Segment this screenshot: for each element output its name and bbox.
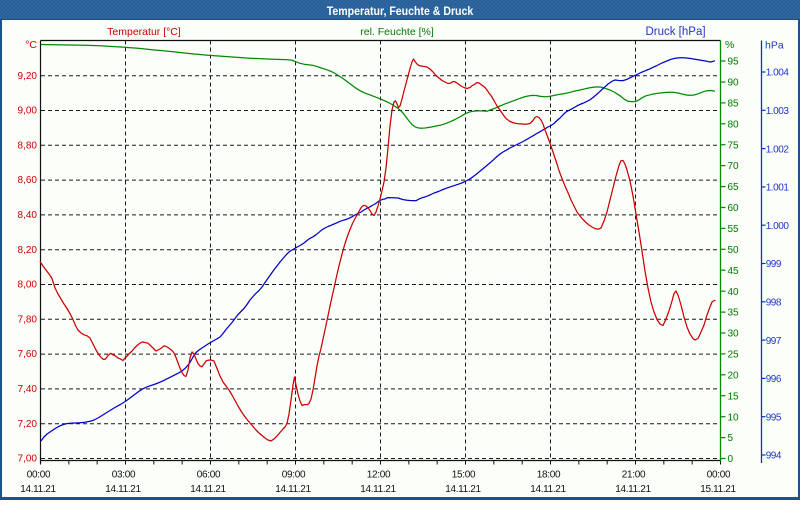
svg-text:1.004: 1.004 bbox=[766, 68, 790, 79]
svg-text:14.11.21: 14.11.21 bbox=[20, 484, 56, 495]
svg-text:06:00: 06:00 bbox=[197, 470, 221, 481]
svg-text:35: 35 bbox=[728, 308, 740, 319]
svg-text:994: 994 bbox=[766, 451, 782, 462]
svg-text:0: 0 bbox=[728, 454, 734, 465]
svg-text:7,40: 7,40 bbox=[18, 384, 38, 395]
svg-text:14.11.21: 14.11.21 bbox=[615, 484, 651, 495]
svg-text:7,00: 7,00 bbox=[18, 454, 38, 465]
svg-text:14.11.21: 14.11.21 bbox=[530, 484, 566, 495]
svg-text:15: 15 bbox=[728, 391, 740, 402]
svg-text:10: 10 bbox=[728, 412, 740, 423]
svg-text:997: 997 bbox=[766, 336, 782, 347]
svg-text:00:00: 00:00 bbox=[27, 470, 51, 481]
svg-text:rel. Feuchte [%]: rel. Feuchte [%] bbox=[360, 26, 434, 38]
svg-text:8,00: 8,00 bbox=[18, 280, 38, 291]
svg-text:8,20: 8,20 bbox=[18, 245, 38, 256]
svg-text:15.11.21: 15.11.21 bbox=[700, 484, 736, 495]
svg-text:30: 30 bbox=[728, 329, 740, 340]
svg-text:14.11.21: 14.11.21 bbox=[445, 484, 481, 495]
svg-text:80: 80 bbox=[728, 119, 740, 130]
svg-text:25: 25 bbox=[728, 350, 740, 361]
svg-text:50: 50 bbox=[728, 245, 740, 256]
svg-text:20: 20 bbox=[728, 370, 740, 381]
svg-text:14.11.21: 14.11.21 bbox=[275, 484, 311, 495]
svg-text:85: 85 bbox=[728, 99, 740, 110]
svg-text:14.11.21: 14.11.21 bbox=[190, 484, 226, 495]
svg-text:7,60: 7,60 bbox=[18, 349, 38, 360]
svg-text:9,00: 9,00 bbox=[18, 106, 38, 117]
svg-text:995: 995 bbox=[766, 412, 782, 423]
svg-text:75: 75 bbox=[728, 140, 740, 151]
svg-text:%: % bbox=[725, 39, 734, 51]
svg-text:45: 45 bbox=[728, 266, 740, 277]
svg-text:1.003: 1.003 bbox=[766, 106, 790, 117]
svg-text:00:00: 00:00 bbox=[707, 470, 731, 481]
svg-text:7,20: 7,20 bbox=[18, 419, 38, 430]
svg-text:95: 95 bbox=[728, 57, 740, 68]
svg-text:°C: °C bbox=[25, 39, 37, 51]
svg-text:14.11.21: 14.11.21 bbox=[105, 484, 141, 495]
svg-text:8,60: 8,60 bbox=[18, 175, 38, 186]
svg-text:18:00: 18:00 bbox=[537, 470, 561, 481]
svg-text:Temperatur [°C]: Temperatur [°C] bbox=[107, 26, 181, 38]
svg-text:1.002: 1.002 bbox=[766, 144, 790, 155]
svg-text:40: 40 bbox=[728, 287, 740, 298]
svg-text:21:00: 21:00 bbox=[622, 470, 646, 481]
svg-text:1.000: 1.000 bbox=[766, 221, 790, 232]
svg-text:55: 55 bbox=[728, 224, 740, 235]
svg-text:65: 65 bbox=[728, 182, 740, 193]
svg-text:7,80: 7,80 bbox=[18, 314, 38, 325]
svg-text:9,20: 9,20 bbox=[18, 71, 38, 82]
svg-text:09:00: 09:00 bbox=[282, 470, 306, 481]
svg-text:15:00: 15:00 bbox=[452, 470, 476, 481]
svg-text:14.11.21: 14.11.21 bbox=[360, 484, 396, 495]
svg-text:996: 996 bbox=[766, 374, 782, 385]
svg-text:8,80: 8,80 bbox=[18, 140, 38, 151]
svg-text:90: 90 bbox=[728, 78, 740, 89]
svg-text:Druck [hPa]: Druck [hPa] bbox=[645, 26, 705, 38]
svg-text:999: 999 bbox=[766, 259, 782, 270]
svg-text:12:00: 12:00 bbox=[367, 470, 391, 481]
svg-text:60: 60 bbox=[728, 203, 740, 214]
svg-text:1.001: 1.001 bbox=[766, 183, 790, 194]
svg-text:70: 70 bbox=[728, 161, 740, 172]
svg-text:998: 998 bbox=[766, 298, 782, 309]
svg-text:5: 5 bbox=[728, 433, 734, 444]
svg-text:8,40: 8,40 bbox=[18, 210, 38, 221]
svg-text:03:00: 03:00 bbox=[112, 470, 136, 481]
svg-text:hPa: hPa bbox=[765, 40, 784, 52]
